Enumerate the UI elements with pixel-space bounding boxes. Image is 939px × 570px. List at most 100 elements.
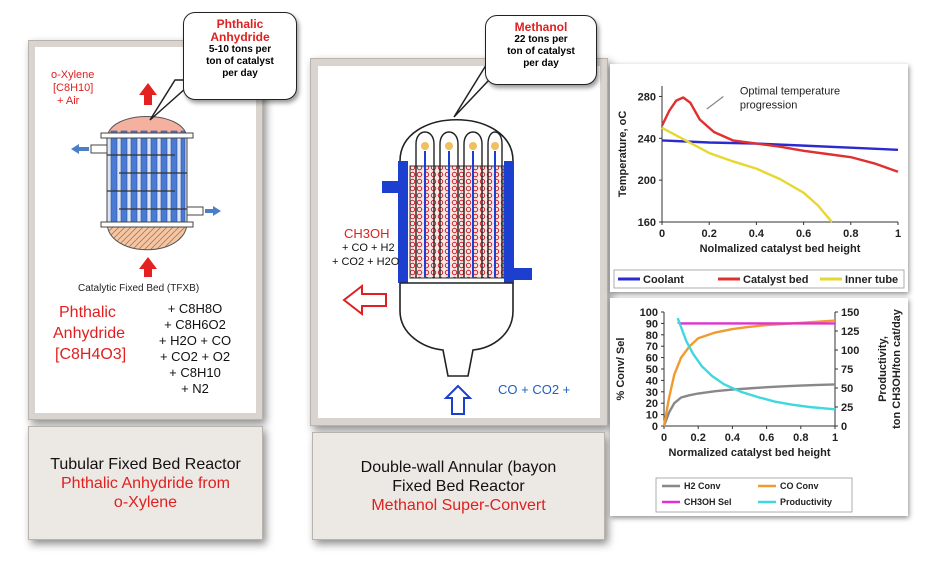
y-tick-label: 200 — [638, 175, 656, 187]
feed-label-1: o-Xylene — [51, 69, 95, 81]
legend-box — [613, 269, 905, 289]
series-line-co-conv — [662, 319, 836, 427]
x-tick-label: 0.4 — [749, 228, 765, 240]
caption-line-1: Double-wall Annular (bayon — [360, 458, 557, 476]
y-tick-label: 50 — [646, 364, 658, 376]
series-line-h2-conv — [662, 383, 836, 427]
y2-tick-label: 75 — [841, 364, 853, 376]
callout-line-3: per day — [222, 68, 258, 79]
legend-label: CH3OH Sel — [684, 497, 732, 507]
y-tick-label: 10 — [646, 410, 658, 422]
x-tick-label: 0.8 — [793, 432, 808, 444]
annotation-line-2: progression — [740, 99, 797, 111]
byproduct-item: + C8H8O — [167, 301, 223, 316]
callout-title-1: Phthalic — [216, 17, 264, 31]
caption-line-3: Methanol Super-Convert — [371, 496, 546, 514]
callout-line-2: ton of catalyst — [507, 46, 575, 57]
legend-box — [655, 477, 853, 513]
byproduct-item: + N2 — [181, 381, 209, 396]
phthalic-reactor-panel: o-Xylene [C8H10] + Air Catalytic Fixed B… — [28, 40, 263, 420]
feed-label-2: [C8H10] — [53, 82, 94, 94]
bottom-inlet-arrow — [139, 257, 157, 277]
y-tick-label: 30 — [646, 387, 658, 399]
y-axis-title: Temperature, oC — [617, 111, 629, 198]
byproduct-item: + C8H6O2 — [164, 317, 226, 332]
caption-line-2: Phthalic Anhydride from — [61, 474, 230, 492]
series-line-inner-tube — [661, 126, 833, 223]
y-tick-label: 80 — [646, 330, 658, 342]
callout-title-2: Anhydride — [210, 30, 270, 44]
x-tick-label: 0 — [661, 432, 667, 444]
legend-label: Catalyst bed — [743, 274, 808, 286]
callout-title: Methanol — [514, 20, 568, 34]
methanol-feed-label: CO + CO2 + — [498, 382, 571, 397]
caption-line-1: Tubular Fixed Bed Reactor — [50, 455, 241, 473]
callout-line-1: 22 tons per — [514, 34, 568, 45]
y-tick-label: 280 — [638, 91, 656, 103]
coolant-outlet-nozzle — [90, 144, 108, 154]
legend-label: H2 Conv — [684, 481, 721, 491]
methanol-product-2: + CO + H2 — [342, 242, 395, 254]
series-line-productivity — [676, 317, 836, 411]
y2-tick-label: 150 — [841, 307, 859, 319]
callout-line-2: ton of catalyst — [206, 56, 274, 67]
legend-label: Coolant — [643, 274, 684, 286]
methanol-product-3: + CO2 + H2O — [332, 256, 400, 268]
y-tick-label: 70 — [646, 341, 658, 353]
byproduct-item: + H2O + CO — [158, 333, 232, 348]
inner-tubes — [424, 151, 496, 278]
y-tick-label: 0 — [652, 421, 658, 433]
feed-label-3: + Air — [57, 95, 80, 107]
coolant-nozzle-right — [514, 268, 532, 280]
y-tick-label: 100 — [640, 307, 658, 319]
legend-label: CO Conv — [780, 481, 819, 491]
x-tick-label: 0.6 — [759, 432, 774, 444]
series-line-ch3oh-sel — [677, 321, 835, 325]
conversion-chart-box: 0 10 20 30 40 50 60 70 80 90 100 0 25 50 75 100 125 150 0 0… — [610, 298, 908, 516]
product-label-2: Anhydride — [53, 325, 126, 342]
series-line-catalyst-bed — [660, 96, 899, 173]
coolant-inlet-nozzle — [186, 206, 204, 216]
x-tick-label: 1 — [895, 228, 901, 240]
x-tick-label: 1 — [832, 432, 838, 444]
x-tick-label: 0.6 — [796, 228, 811, 240]
coolant-in-arrow — [205, 206, 221, 216]
methanol-caption: Double-wall Annular (bayon Fixed Bed Rea… — [312, 432, 605, 540]
caption-line-2: Fixed Bed Reactor — [392, 477, 525, 495]
coolant-nozzle-left — [382, 181, 400, 193]
series-line-coolant — [661, 139, 899, 152]
reactor-baffles — [107, 154, 187, 210]
annotation-pointer — [706, 95, 724, 110]
y2-tick-label: 0 — [841, 421, 847, 433]
y-tick-label: 160 — [638, 217, 656, 229]
byproduct-item: + C8H10 — [169, 365, 221, 380]
annular-reactor-drawing — [342, 119, 532, 415]
y-tick-label: 90 — [646, 318, 658, 330]
byproduct-item: + CO2 + O2 — [159, 349, 231, 364]
y-tick-label: 60 — [646, 353, 658, 365]
coolant-out-arrow — [71, 144, 89, 154]
x-tick-label: 0.2 — [702, 228, 717, 240]
x-axis-title: Normalized catalyst bed height — [669, 447, 831, 459]
caption-line-3: o-Xylene — [113, 493, 178, 511]
feed-inlet-arrow — [443, 384, 473, 415]
y2-tick-label: 25 — [841, 402, 853, 414]
x-tick-label: 0 — [659, 228, 665, 240]
legend-label: Inner tube — [845, 274, 898, 286]
methanol-product-1: CH3OH — [344, 226, 390, 241]
bed-label: Catalytic Fixed Bed (TFXB) — [78, 283, 200, 294]
coolant-jacket-left — [398, 161, 408, 283]
byproducts-list: + C8H8O + C8H6O2 + H2O + CO + CO2 + O2 +… — [150, 301, 240, 397]
legend-label: Productivity — [780, 497, 832, 507]
y-axis-title: % Conv/ Sel — [615, 338, 627, 401]
annotation-line-1: Optimal temperature — [740, 85, 840, 97]
product-label-1: Phthalic — [59, 304, 116, 321]
product-label-3: [C8H4O3] — [55, 346, 127, 363]
y-tick-label: 240 — [638, 133, 656, 145]
y2-axis-title-2: ton CH3OH/ton cat/day — [891, 308, 903, 429]
y-tick-label: 40 — [646, 375, 658, 387]
methanol-yield-callout: Methanol 22 tons per ton of catalyst per… — [485, 15, 597, 85]
top-outlet-arrow — [139, 83, 157, 105]
product-outlet-arrow — [342, 283, 387, 317]
